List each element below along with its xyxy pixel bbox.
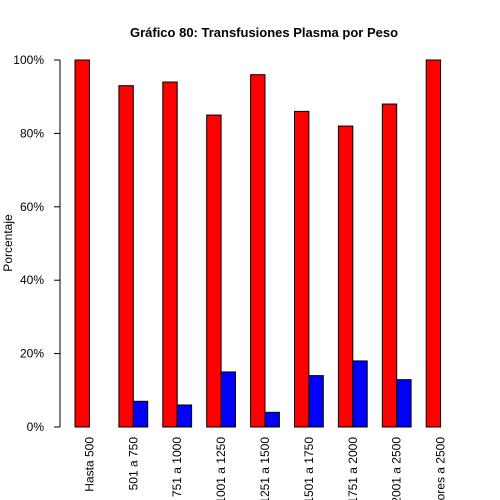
bar-series-2-8 bbox=[396, 379, 412, 428]
bar-series-1-2 bbox=[118, 85, 134, 428]
bars bbox=[74, 59, 442, 428]
y-axis: 0% 20% 40% 60% 80% 100% bbox=[13, 53, 61, 434]
bar-series-2-4 bbox=[220, 371, 237, 428]
bar-series-1-3 bbox=[162, 81, 178, 428]
x-tick-label: 1501 a 1750 bbox=[302, 437, 316, 500]
y-tick-label: 0% bbox=[27, 420, 45, 434]
bar-series-1-8 bbox=[381, 103, 398, 428]
x-axis-labels: Hasta 500 501 a 750 751 a 1000 1001 a 1250 1… bbox=[82, 437, 447, 500]
y-tick-label: 20% bbox=[20, 347, 44, 361]
x-tick-label: 501 a 750 bbox=[126, 437, 140, 491]
bar-series-1-4 bbox=[206, 114, 222, 428]
bar-series-2-5 bbox=[264, 411, 280, 428]
chart-title: Gráfico 80: Transfusiones Plasma por Pes… bbox=[130, 25, 398, 40]
y-tick-label: 100% bbox=[13, 53, 44, 67]
bar-series-1-9 bbox=[425, 59, 442, 428]
x-tick-label: Mayores a 2500 bbox=[434, 437, 448, 500]
bar-series-2-3 bbox=[176, 404, 193, 428]
bar-series-2-7 bbox=[352, 360, 368, 428]
bar-series-1-1 bbox=[74, 59, 90, 428]
y-tick-label: 60% bbox=[20, 200, 44, 214]
y-axis-label: Porcentaje bbox=[1, 214, 15, 272]
bar-series-2-6 bbox=[308, 375, 324, 428]
y-tick-label: 40% bbox=[20, 273, 44, 287]
bar-series-1-5 bbox=[250, 74, 266, 428]
bar-series-2-2 bbox=[132, 400, 149, 428]
x-tick-label: 751 a 1000 bbox=[170, 437, 184, 497]
bar-series-1-6 bbox=[294, 110, 310, 428]
bar-series-1-7 bbox=[337, 125, 354, 428]
y-tick-label: 80% bbox=[20, 126, 44, 140]
x-tick-label: Hasta 500 bbox=[82, 437, 96, 492]
x-tick-label: 2001 a 2500 bbox=[390, 437, 404, 500]
x-tick-label: 1001 a 1250 bbox=[214, 437, 228, 500]
x-tick-label: 1251 a 1500 bbox=[258, 437, 272, 500]
x-tick-label: 1751 a 2000 bbox=[346, 437, 360, 500]
